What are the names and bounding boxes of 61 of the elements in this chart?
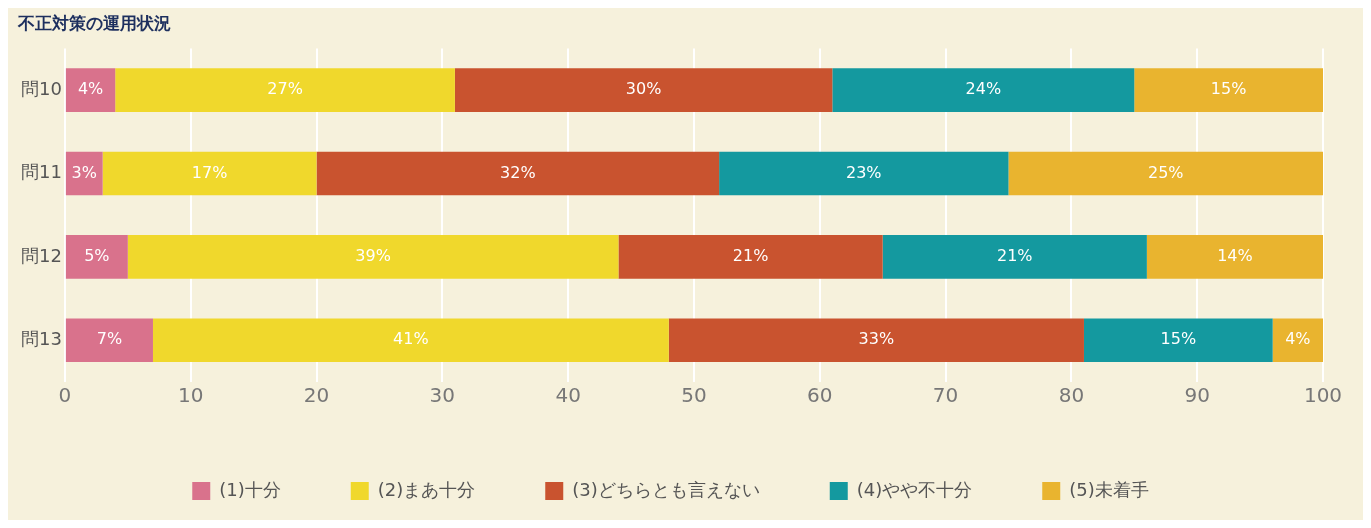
data-label: 3% [71, 162, 97, 182]
bar [882, 235, 1147, 279]
x-tick-label: 0 [58, 383, 72, 408]
data-label: 17% [191, 162, 228, 182]
bar [454, 68, 833, 112]
legend-label: (4)やや不十分 [856, 478, 973, 500]
x-tick-label: 30 [429, 383, 456, 408]
chart-title: 不正対策の運用状況 [17, 12, 171, 33]
data-label: 7% [96, 329, 123, 349]
x-tick-label: 80 [1058, 383, 1085, 408]
x-tick-label: 40 [555, 383, 581, 408]
y-tick-label: 問11 [21, 161, 62, 183]
data-label: 41% [393, 329, 429, 349]
data-label: 4% [77, 79, 104, 99]
y-tick-label: 問12 [21, 244, 62, 266]
bar [832, 68, 1135, 112]
data-label: 32% [500, 162, 536, 182]
bar [115, 68, 455, 112]
data-label: 15% [1160, 329, 1197, 349]
bar [65, 235, 128, 279]
data-label: 39% [355, 246, 391, 266]
data-label: 21% [996, 246, 1033, 266]
data-label: 21% [732, 246, 769, 266]
bar [1083, 318, 1273, 363]
data-label: 15% [1210, 79, 1247, 99]
data-label: 5% [84, 246, 110, 266]
bar [127, 235, 619, 279]
bar [152, 318, 669, 363]
data-label: 33% [858, 329, 895, 349]
legend-label: (2)まあ十分 [377, 478, 476, 500]
bar [1008, 151, 1323, 196]
data-label: 4% [1285, 329, 1311, 349]
data-label: 14% [1217, 246, 1253, 266]
x-tick-label: 50 [681, 383, 707, 408]
x-tick-label: 90 [1184, 383, 1210, 408]
data-label: 24% [965, 79, 1002, 99]
legend-label: (1)十分 [219, 478, 281, 500]
data-label: 25% [1147, 162, 1184, 182]
bar [316, 151, 720, 196]
x-tick-label: 70 [932, 383, 959, 408]
data-label: 30% [625, 79, 662, 99]
bar [1272, 318, 1323, 363]
legend-label: (3)どちらとも言えない [572, 478, 760, 500]
x-tick-label: 10 [177, 383, 204, 408]
data-label: 27% [267, 79, 303, 99]
data-label: 23% [846, 162, 882, 182]
bar [618, 235, 883, 279]
bar [65, 151, 103, 196]
bar [1146, 235, 1323, 279]
bar [65, 68, 116, 112]
x-tick-label: 20 [303, 383, 330, 408]
bar [719, 151, 1009, 196]
bar [65, 318, 153, 363]
legend-label: (5)未着手 [1069, 478, 1149, 500]
y-tick-label: 問13 [21, 327, 62, 349]
x-tick-label: 60 [807, 383, 833, 408]
bar [1134, 68, 1323, 112]
y-tick-label: 問10 [21, 77, 62, 99]
bar [102, 151, 317, 196]
x-tick-label: 100 [1303, 383, 1343, 408]
bar [668, 318, 1084, 363]
